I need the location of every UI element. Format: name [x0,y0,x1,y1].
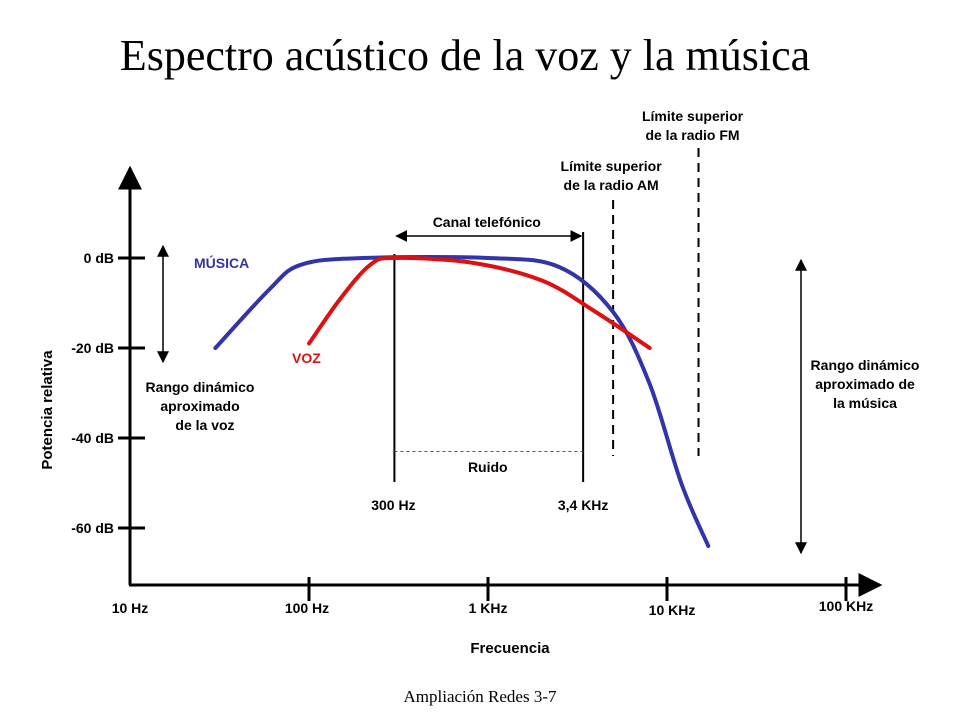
rango-voz-line3: de la voz [175,417,234,433]
canal-label: Canal telefónico [433,214,541,230]
fm-label-line2: de la radio FM [645,127,739,143]
voz-label: VOZ [292,350,321,366]
fm-label-line1: Límite superior [642,108,744,124]
rango-musica-line3: la música [833,395,897,411]
y-axis-title: Potencia relativa [39,350,56,470]
musica-label: MÚSICA [194,254,249,271]
voz-curve [307,255,652,350]
x-tick-label: 10 Hz [112,600,149,616]
rango-musica-line1: Rango dinámico [811,357,920,373]
rango-musica-line2: aproximado de [815,376,915,392]
canal-to-label: 3,4 KHz [558,497,609,513]
x-tick-label: 10 KHz [649,602,696,618]
am-label-line1: Límite superior [561,158,663,174]
x-tick-label: 1 KHz [469,600,508,616]
musica-curve [213,255,711,548]
chart-title: Espectro acústico de la voz y la música [119,31,811,80]
x-tick-label: 100 Hz [285,600,329,616]
y-tick-label: -40 dB [71,430,114,446]
footer-text: Ampliación Redes 3-7 [403,687,557,706]
canal-from-label: 300 Hz [371,497,415,513]
y-tick-label: -60 dB [71,520,114,536]
x-tick-label: 100 KHz [819,598,873,614]
y-tick-label: -20 dB [71,340,114,356]
rango-voz-line2: aproximado [160,398,239,414]
x-axis-title: Frecuencia [470,640,550,657]
ruido-label: Ruido [468,459,508,475]
am-label-line2: de la radio AM [564,177,659,193]
y-tick-label: 0 dB [84,250,114,266]
rango-voz-line1: Rango dinámico [146,379,255,395]
